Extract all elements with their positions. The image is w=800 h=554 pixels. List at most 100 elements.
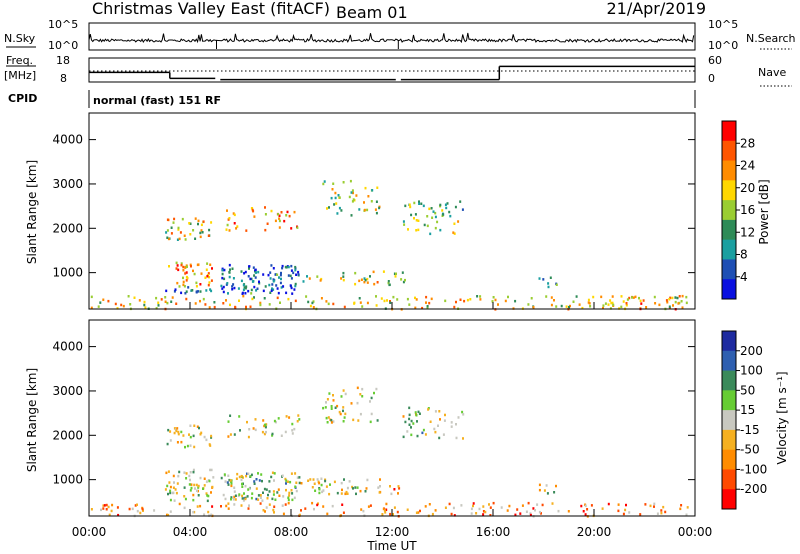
echo-cell — [428, 503, 431, 506]
echo-cell — [169, 430, 172, 433]
echo-cell — [601, 507, 604, 510]
echo-cell — [426, 224, 429, 228]
echo-cell — [369, 400, 371, 403]
echo-cell — [555, 283, 558, 286]
echo-cell — [380, 297, 383, 300]
echo-cell — [233, 286, 236, 290]
echo-cell — [546, 492, 549, 495]
echo-cell — [249, 305, 252, 308]
echo-cell — [107, 505, 110, 509]
echo-cell — [342, 271, 345, 275]
echo-cell — [246, 495, 249, 498]
echo-cell — [271, 434, 274, 437]
echo-cell — [228, 263, 231, 267]
echo-cell — [175, 491, 178, 495]
echo-cell — [444, 413, 446, 417]
echo-cell — [228, 271, 231, 274]
echo-cell — [324, 406, 327, 409]
colorbar-frame — [721, 330, 737, 510]
echo-cell — [183, 506, 186, 510]
echo-cell — [406, 508, 409, 511]
echo-cell — [204, 303, 207, 306]
echo-cell — [459, 200, 462, 203]
echo-cell — [250, 288, 253, 292]
echo-cell — [272, 508, 275, 512]
echo-cell — [658, 303, 661, 307]
echo-cell — [240, 504, 243, 507]
echo-cell — [208, 306, 211, 309]
colorbar-swatch — [722, 259, 736, 280]
echo-cell — [355, 194, 358, 197]
echo-cell — [264, 228, 267, 232]
echo-cell — [586, 508, 589, 511]
velocity-colorbar-label: Velocity [m s⁻¹] — [775, 371, 789, 464]
echo-cell — [188, 483, 191, 486]
echo-cell — [408, 406, 411, 410]
echo-cell — [492, 501, 495, 505]
echo-cell — [291, 492, 294, 495]
echo-cell — [404, 420, 407, 424]
echo-cell — [258, 479, 261, 482]
echo-cell — [625, 503, 627, 507]
y-tick-label: 2000 — [52, 428, 83, 442]
echo-cell — [262, 289, 265, 293]
echo-cell — [671, 296, 674, 300]
noise-sky-line — [88, 32, 695, 44]
echo-cell — [382, 507, 385, 511]
echo-cell — [184, 238, 187, 241]
echo-cell — [277, 488, 280, 491]
echo-cell — [500, 506, 503, 509]
echo-cell — [114, 302, 117, 306]
echo-cell — [602, 306, 604, 310]
echo-cell — [457, 416, 460, 419]
colorbar-swatch — [722, 370, 736, 391]
echo-cell — [362, 509, 365, 513]
echo-cell — [174, 428, 177, 431]
echo-cell — [514, 299, 517, 303]
echo-cell — [166, 484, 169, 488]
echo-cell — [259, 502, 262, 505]
echo-cell — [276, 273, 279, 276]
echo-cell — [341, 488, 343, 492]
echo-cell — [553, 299, 555, 302]
echo-cell — [438, 410, 441, 413]
echo-cell — [175, 302, 178, 305]
echo-cell — [242, 288, 245, 292]
echo-cell — [628, 296, 631, 300]
echo-cell — [342, 409, 344, 413]
echo-cell — [281, 266, 284, 270]
date-label: 21/Apr/2019 — [606, 0, 706, 18]
echo-cell — [385, 508, 388, 511]
echo-cell — [221, 287, 224, 290]
echo-cell — [489, 506, 492, 509]
echo-cell — [248, 487, 251, 490]
echo-cell — [364, 278, 367, 282]
cpid-program: normal (fast) 151 RF — [93, 94, 221, 107]
echo-cell — [320, 297, 323, 300]
echo-cell — [660, 511, 663, 515]
echo-cell — [361, 387, 364, 391]
echo-cell — [248, 267, 250, 270]
echo-cell — [334, 196, 337, 200]
echo-cell — [431, 216, 434, 219]
velocity-colorbar: 200 100 50 15 -15 -50 -100 -200 — [721, 330, 767, 510]
echo-cell — [393, 506, 396, 509]
echo-cell — [352, 191, 354, 195]
echo-cell — [169, 498, 172, 502]
echo-cell — [189, 222, 192, 225]
time-xticks: 00:00 04:00 08:00 12:00 16:00 20:00 00:00 — [72, 302, 712, 539]
echo-cell — [328, 206, 330, 209]
echo-cell — [253, 285, 256, 289]
echo-cell — [358, 297, 361, 300]
echo-cell — [208, 275, 211, 279]
colorbar-tick-label: 12 — [740, 225, 755, 239]
echo-cell — [182, 269, 185, 272]
echo-cell — [169, 489, 172, 493]
echo-cell — [194, 237, 197, 240]
echo-cell — [189, 471, 192, 474]
echo-cell — [209, 263, 212, 266]
echo-cell — [543, 489, 546, 492]
echo-cell — [297, 270, 300, 274]
echo-cell — [426, 215, 429, 218]
echo-cell — [277, 417, 280, 420]
